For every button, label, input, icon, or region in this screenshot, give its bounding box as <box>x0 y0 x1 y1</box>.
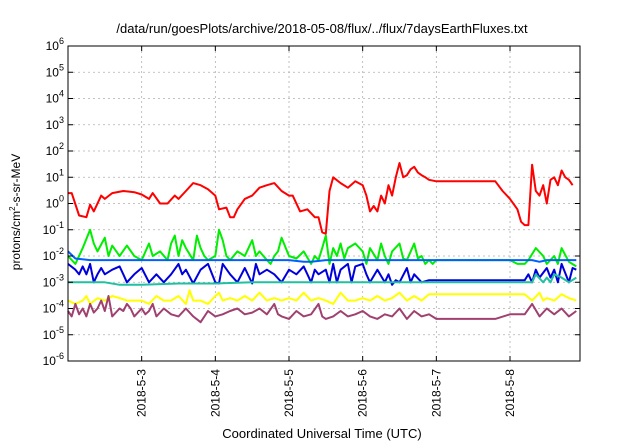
y-tick-label: 101 <box>46 167 64 184</box>
x-tick-label: 2018-5-7 <box>429 369 443 417</box>
x-axis: 2018-5-3 2018-5-4 2018-5-5 2018-5-6 2018-5-7… <box>135 46 517 417</box>
y-tick-label: 10-4 <box>43 299 64 316</box>
y-tick-label: 100 <box>46 194 64 211</box>
y-tick-label: 102 <box>46 141 64 158</box>
y-tick-label-exponent: -5 <box>56 325 64 335</box>
y-tick-label-exponent: -6 <box>56 351 64 361</box>
y-tick-label-exponent: -4 <box>56 299 64 309</box>
x-tick-label: 2018-5-4 <box>208 369 222 417</box>
chart-title: /data/run/goesPlots/archive/2018-05-08/f… <box>116 21 528 36</box>
series-line-4 <box>67 250 577 263</box>
y-axis: 10610510410310210110010-110-210-310-410-… <box>43 36 580 368</box>
x-tick-label: 2018-5-6 <box>356 369 370 417</box>
y-tick-label: 103 <box>46 115 64 132</box>
x-tick-label: 2018-5-5 <box>282 369 296 417</box>
y-tick-label-base: 10 <box>46 118 60 132</box>
y-tick-label-exponent: 3 <box>59 115 64 125</box>
y-tick-label-exponent: 1 <box>59 167 64 177</box>
y-tick-label-base: 10 <box>43 249 57 263</box>
y-tick-label: 105 <box>46 62 64 79</box>
y-tick-label-base: 10 <box>46 170 60 184</box>
y-tick-label-base: 10 <box>43 223 57 237</box>
y-tick-label-exponent: 4 <box>59 89 64 99</box>
y-axis-label-sup: 2 <box>8 206 17 211</box>
y-tick-label-base: 10 <box>46 65 60 79</box>
y-tick-label: 10-5 <box>43 325 64 342</box>
y-tick-label: 10-2 <box>43 246 64 263</box>
series-line-2 <box>67 228 577 268</box>
x-tick-label: 2018-5-3 <box>135 369 149 417</box>
y-tick-label-base: 10 <box>46 39 60 53</box>
series-lines <box>67 162 577 324</box>
y-tick-label-exponent: -2 <box>56 246 64 256</box>
y-tick-label-base: 10 <box>46 144 60 158</box>
series-line-7 <box>67 295 577 324</box>
y-tick-label-exponent: 2 <box>59 141 64 151</box>
y-tick-label-base: 10 <box>46 92 60 106</box>
series-line-1 <box>68 162 574 235</box>
y-tick-label-exponent: 0 <box>59 194 64 204</box>
y-tick-label-exponent: 6 <box>59 36 64 46</box>
y-tick-label-base: 10 <box>46 197 60 211</box>
y-axis-label-rest: -s-sr-MeV <box>9 154 23 207</box>
y-tick-label: 106 <box>46 36 64 53</box>
y-tick-label-base: 10 <box>43 302 57 316</box>
series-line-5 <box>68 273 577 286</box>
y-tick-label-base: 10 <box>43 328 57 342</box>
y-tick-label-exponent: -1 <box>56 220 64 230</box>
series-line-3 <box>67 262 577 286</box>
series-line-6 <box>67 289 577 305</box>
y-tick-label-base: 10 <box>43 275 57 289</box>
y-tick-label: 10-3 <box>43 272 64 289</box>
y-tick-label: 10-6 <box>43 351 64 368</box>
y-tick-label-base: 10 <box>43 354 57 368</box>
y-axis-label-base: protons/cm <box>9 211 23 270</box>
y-tick-label-exponent: -3 <box>56 272 64 282</box>
y-tick-label: 104 <box>46 89 64 106</box>
x-axis-label: Coordinated Universal Time (UTC) <box>222 426 421 441</box>
y-tick-label: 10-1 <box>43 220 64 237</box>
x-tick-label: 2018-5-8 <box>503 369 517 417</box>
y-axis-label: protons/cm2-s-sr-MeV <box>8 154 23 270</box>
y-tick-label-exponent: 5 <box>59 62 64 72</box>
